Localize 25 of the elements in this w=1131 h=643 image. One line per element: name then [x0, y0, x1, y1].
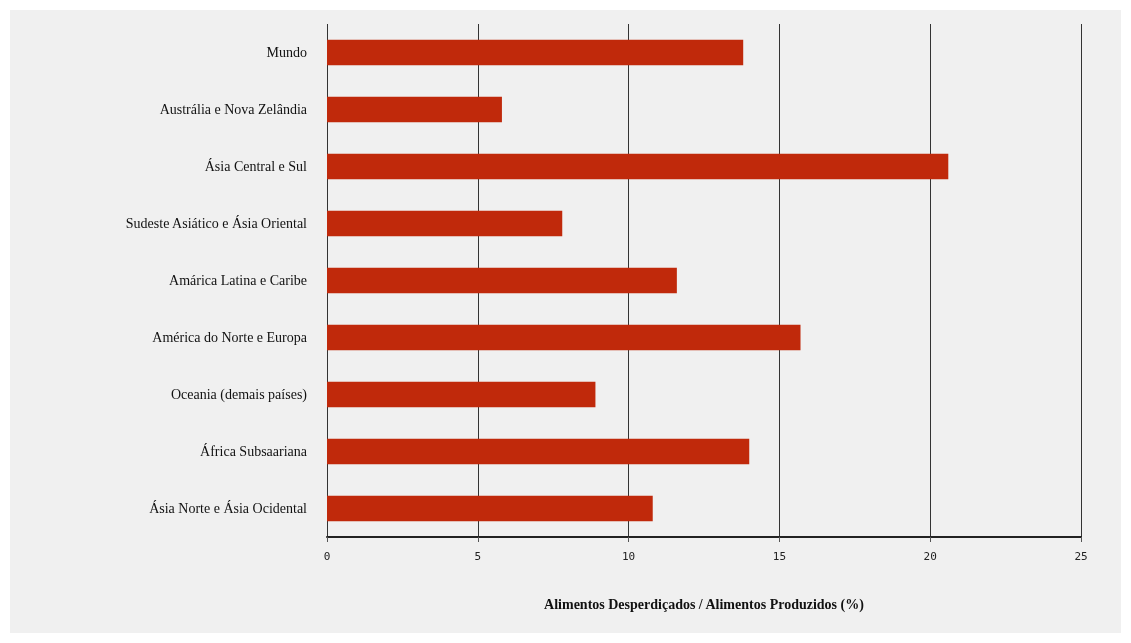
x-tick-label: 25 — [1074, 550, 1088, 563]
x-tick-label: 15 — [772, 550, 787, 563]
x-tick-label: 10 — [621, 550, 636, 563]
bar — [327, 438, 750, 465]
x-tick-label: 5 — [474, 550, 482, 563]
x-tick-label: 20 — [923, 550, 937, 563]
bar — [327, 324, 801, 351]
y-tick-label: Ásia Norte e Ásia Ocidental — [149, 500, 308, 516]
y-tick-label: Austrália e Nova Zelândia — [159, 102, 308, 117]
bar — [327, 39, 744, 66]
y-tick-label: Mundo — [266, 45, 307, 60]
y-tick-label: Ásia Central e Sul — [204, 158, 308, 174]
bar — [327, 153, 949, 180]
x-axis-title: Alimentos Desperdiçados / Alimentos Produzidos (%) — [544, 596, 865, 613]
x-tick-label: 0 — [323, 550, 331, 563]
y-tick-label: América do Norte e Europa — [152, 330, 308, 345]
y-tick-label: Oceania (demais países) — [170, 387, 308, 403]
y-tick-label: Sudeste Asiático e Ásia Oriental — [125, 215, 308, 231]
bar — [327, 267, 677, 294]
y-tick-label: Amárica Latina e Caribe — [169, 273, 307, 288]
y-tick-label: África Subsaariana — [200, 443, 308, 459]
bar — [327, 210, 563, 237]
bar — [327, 381, 596, 408]
bar — [327, 96, 502, 123]
bar — [327, 495, 653, 522]
